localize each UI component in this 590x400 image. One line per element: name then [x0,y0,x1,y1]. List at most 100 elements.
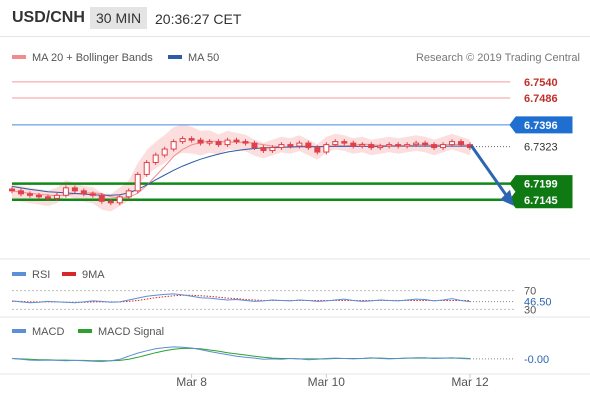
candle-body [368,144,375,149]
price-tag-pivot [509,116,573,134]
candle-body [440,144,447,149]
candle-body [458,141,465,146]
candle-body [233,139,240,143]
rsi-legend-label: RSI [32,269,50,281]
candle-body [422,142,429,146]
rsi-legend-swatch [12,272,26,276]
candle-body [287,144,294,147]
candle-body [161,148,168,156]
price-tag-label: 6.7199 [524,179,558,191]
candle-body [44,196,51,199]
bollinger-band [12,124,470,212]
candle-body [9,188,15,192]
candle-body [35,194,42,198]
rsi-line [11,293,471,304]
candle-body [134,173,141,192]
macd-signal-line [11,347,471,362]
candle-body [143,161,150,175]
x-tick-label: Mar 12 [451,375,489,389]
timestamp-label: 20:36:27 CET [155,11,242,27]
macd-legend-swatch [12,329,26,333]
macd-line [11,346,471,363]
rsi-current-label: 46.50 [524,297,552,309]
candle-body [314,147,321,153]
candle-body [332,141,339,146]
ma20-legend-swatch [12,55,26,59]
rsi-ma-line [12,294,470,303]
ma20-legend-label: MA 20 + Bollinger Bands [32,52,153,64]
candle-body [53,194,60,199]
price-tag-last [510,138,572,155]
candle-body [296,142,303,147]
candle-body [206,141,213,144]
price-tag-label: 6.7145 [524,195,558,207]
candle-body [71,187,78,192]
candle-body [260,147,267,152]
candle-body [404,144,411,147]
candle-body [242,141,249,144]
candle-body [215,141,222,146]
candle-body [125,190,132,198]
candle-body [278,144,285,149]
candle-body [170,141,177,150]
price-tag-resistance [510,90,572,107]
candle-body [116,196,123,204]
forecast-arrow-shaft [470,145,510,200]
price-tag-label: 6.7540 [524,77,558,89]
candle-body [350,142,357,147]
macd-legend-label: MACD [32,326,64,338]
trading-chart: MA 20 + Bollinger Bands MA 50 Research © 2… [0,52,590,389]
price-tag-resistance [510,73,572,90]
candle-body [89,193,96,196]
macd-signal-legend-swatch [78,329,92,333]
candle-body [377,145,384,149]
x-axis: Mar 8 Mar 10 Mar 12 [0,373,590,389]
price-tag-label: 6.7396 [524,120,558,132]
candle-body [386,144,393,147]
macd-current-label: -0.00 [524,354,549,366]
candle-body [62,187,69,196]
candle-body [197,139,204,144]
macd-signal-legend-label: MACD Signal [98,326,164,338]
candle-body [179,138,186,143]
price-tag-support [509,191,573,209]
rsi-level-label: 30 [524,304,536,316]
candle-body [359,144,366,147]
ma50-line [11,145,470,196]
candle-body [80,190,87,195]
candle-body [98,194,105,202]
candle-body [341,141,348,144]
rsi-ma-legend-label: 9MA [82,269,105,281]
candle-body [305,142,312,149]
candle-body [224,139,231,146]
price-panel: MA 20 + Bollinger Bands MA 50 Research © 2… [0,52,590,260]
interval-badge[interactable]: 30 MIN [90,7,148,29]
price-tag-label: 6.7323 [524,142,558,154]
price-tag-label: 6.7486 [524,93,558,105]
rsi-level-label: 70 [524,286,536,298]
rsi-ma-legend-swatch [62,272,76,276]
symbol-label: USD/CNH [12,9,85,26]
candle-body [413,142,420,146]
x-tick-label: Mar 8 [176,375,207,389]
ma50-legend-label: MA 50 [188,52,219,64]
candle-body [188,138,195,141]
candle-body [251,142,258,149]
header-divider [0,36,590,37]
candle-body [449,141,456,146]
source-label: Research © 2019 Trading Central [416,52,580,64]
candle-body [323,144,330,153]
candle-body [395,144,402,147]
candle-body [152,154,159,163]
candle-body [17,190,24,195]
ma50-legend-swatch [168,55,182,59]
chart-header: USD/CNH 30 MIN 20:36:27 CET [0,0,590,36]
x-tick-label: Mar 10 [308,375,346,389]
forecast-arrow-head [500,189,514,206]
macd-panel: MACD MACD Signal -0.00 [11,326,549,366]
candle-body [269,147,276,152]
candle-body [431,144,438,149]
candle-body [26,193,33,196]
candle-body [107,200,114,204]
